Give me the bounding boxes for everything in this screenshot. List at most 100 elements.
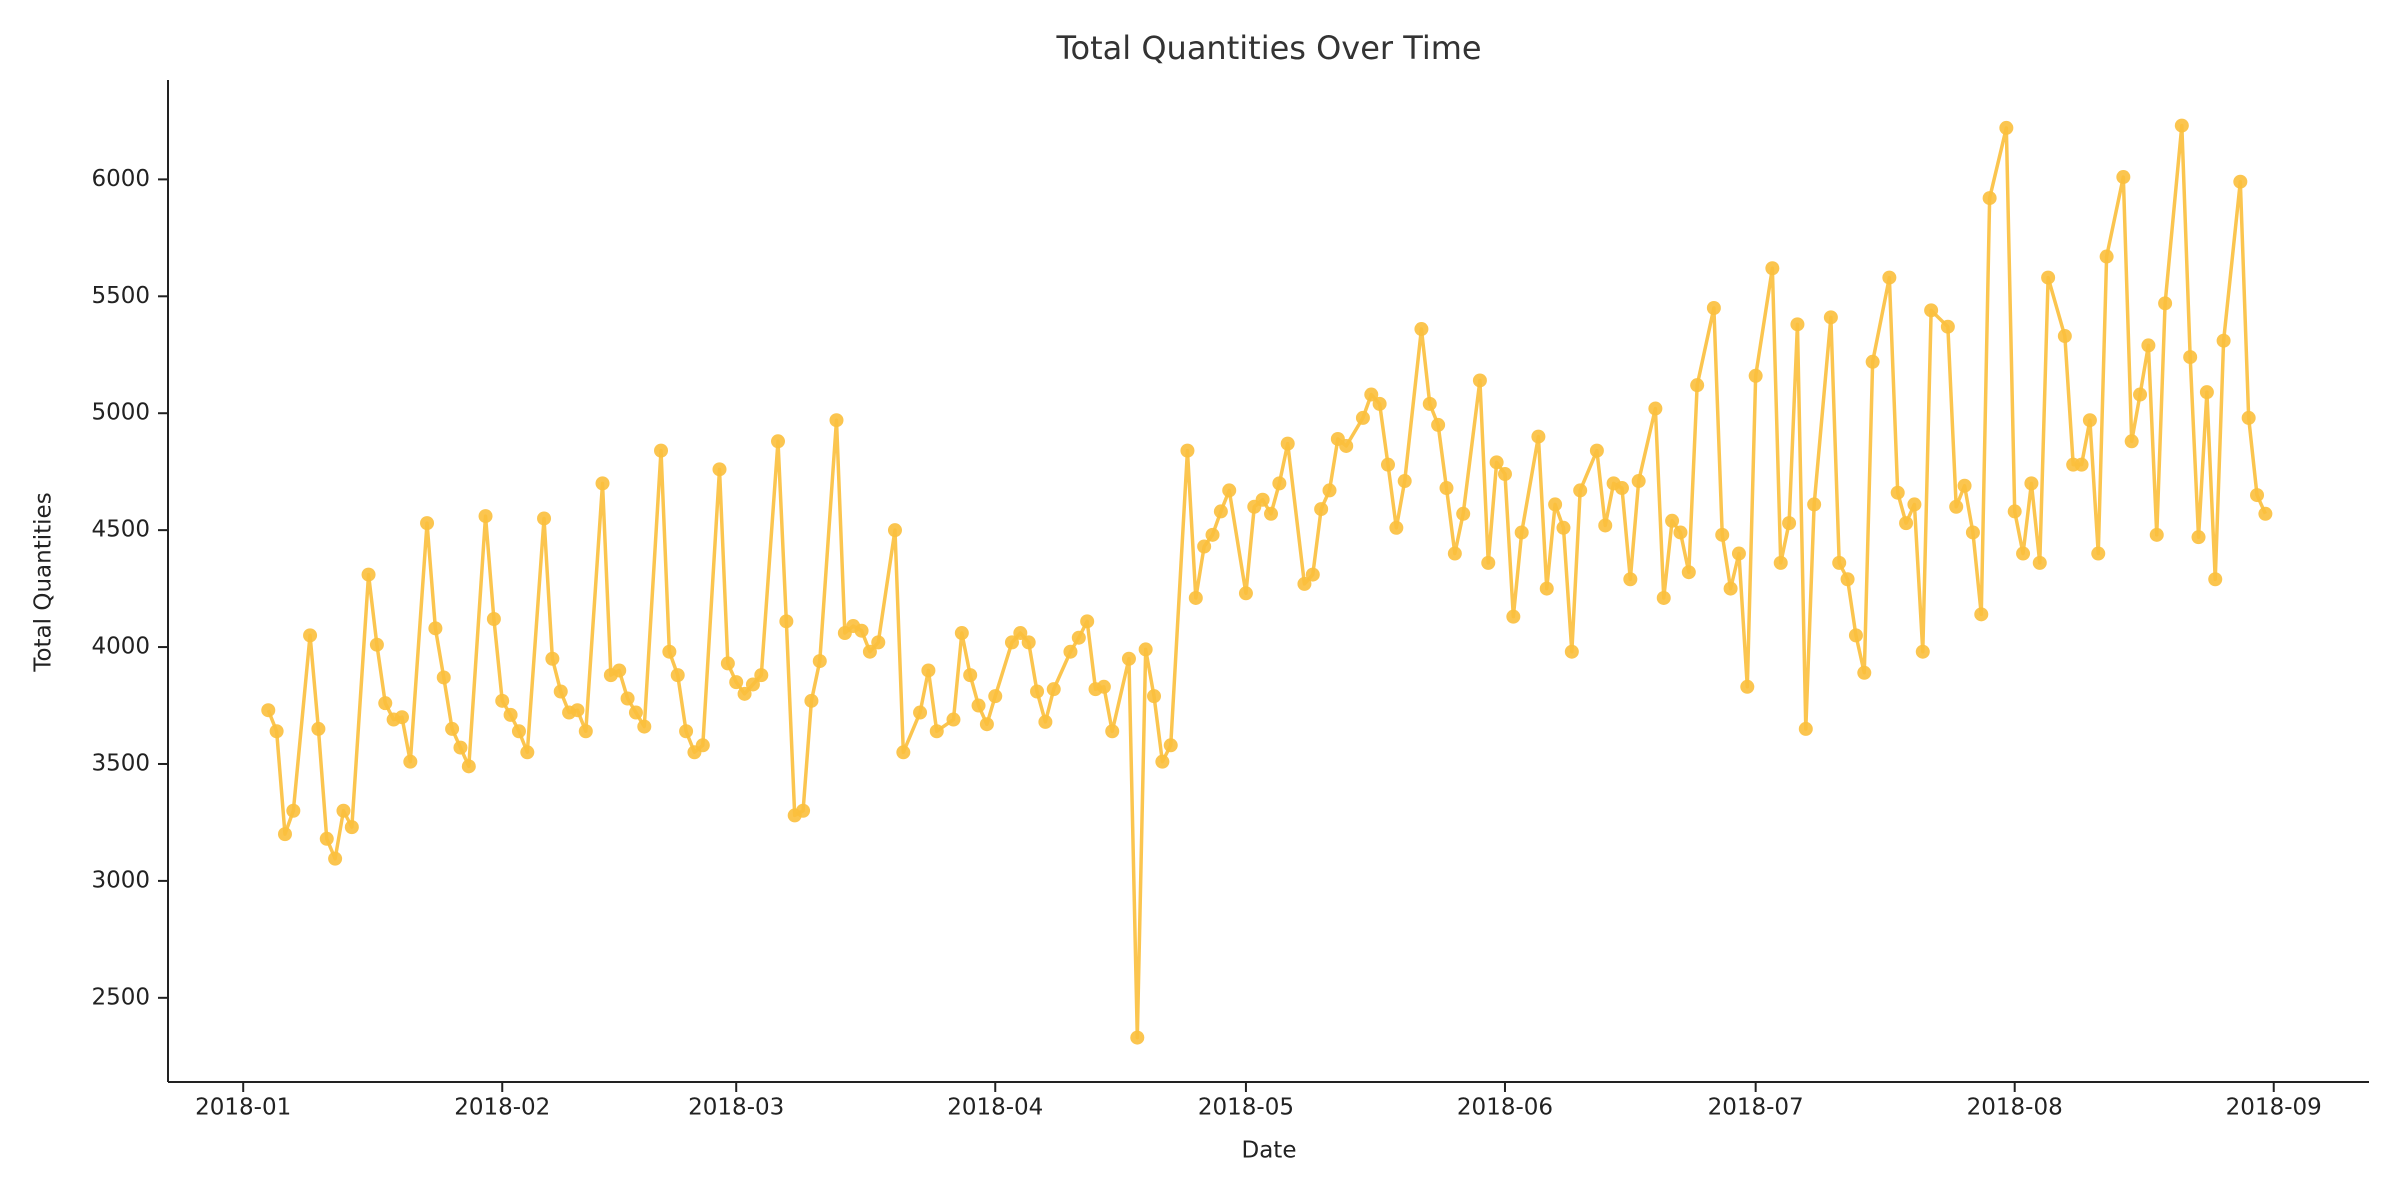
data-point	[1355, 410, 1370, 425]
data-point	[511, 724, 526, 739]
data-point	[1924, 303, 1939, 318]
data-point	[729, 675, 744, 690]
x-tick-label: 2018-09	[2226, 1095, 2322, 1121]
data-point	[1439, 481, 1454, 496]
data-point	[1063, 644, 1078, 659]
chart-title: Total Quantities Over Time	[1055, 29, 1481, 67]
data-point	[1021, 635, 1036, 650]
data-point	[2149, 527, 2164, 542]
data-point	[1339, 438, 1354, 453]
data-point	[1798, 721, 1813, 736]
data-point	[1004, 635, 1019, 650]
data-point	[2141, 338, 2156, 353]
data-point	[2091, 546, 2106, 561]
data-point	[2258, 506, 2273, 521]
data-point	[1213, 504, 1228, 519]
x-tick-label: 2018-02	[454, 1095, 550, 1121]
data-point	[1222, 483, 1237, 498]
data-point	[1255, 492, 1270, 507]
data-point	[369, 637, 384, 652]
data-point	[1147, 689, 1162, 704]
y-tick-label: 5500	[91, 283, 150, 309]
data-point	[1130, 1030, 1145, 1045]
data-point	[1380, 457, 1395, 472]
data-point	[319, 831, 334, 846]
data-point	[303, 628, 318, 643]
data-point	[2250, 488, 2265, 503]
data-point	[2241, 410, 2256, 425]
data-point	[963, 668, 978, 683]
data-point	[1673, 525, 1688, 540]
data-point	[913, 705, 928, 720]
data-point	[2208, 572, 2223, 587]
data-point	[1723, 581, 1738, 596]
data-point	[428, 621, 443, 636]
x-tick-label: 2018-03	[688, 1095, 784, 1121]
data-point	[1205, 527, 1220, 542]
data-point	[695, 738, 710, 753]
data-point	[478, 509, 493, 524]
y-tick-label: 6000	[91, 166, 150, 192]
data-point	[1121, 651, 1136, 666]
data-point	[1598, 518, 1613, 533]
data-point	[1180, 443, 1195, 458]
data-point	[2133, 387, 2148, 402]
data-point	[2024, 476, 2039, 491]
data-point	[1899, 516, 1914, 531]
data-point	[1715, 527, 1730, 542]
data-point	[2158, 296, 2173, 311]
data-point	[712, 462, 727, 477]
data-point	[1807, 497, 1822, 512]
data-point	[261, 703, 276, 718]
data-point	[1556, 520, 1571, 535]
data-point	[1848, 628, 1863, 643]
data-point	[436, 670, 451, 685]
data-point	[1531, 429, 1546, 444]
x-axis-label: Date	[1242, 1138, 1297, 1164]
data-point	[486, 611, 501, 626]
y-axis-label: Total Quantities	[31, 492, 57, 672]
data-point	[946, 712, 961, 727]
data-point	[2233, 174, 2248, 189]
x-tick-label: 2018-05	[1198, 1095, 1294, 1121]
data-point	[871, 635, 886, 650]
data-point	[2016, 546, 2031, 561]
data-point	[277, 827, 292, 842]
y-tick-label: 3500	[91, 750, 150, 776]
data-point	[445, 721, 460, 736]
data-point	[1982, 191, 1997, 206]
data-point	[1882, 270, 1897, 285]
data-point	[1372, 396, 1387, 411]
data-point	[979, 717, 994, 732]
data-point	[1497, 467, 1512, 482]
data-point	[770, 434, 785, 449]
data-point	[2174, 118, 2189, 133]
data-point	[679, 724, 694, 739]
data-point	[453, 740, 468, 755]
data-point	[1297, 576, 1312, 591]
data-point	[344, 820, 359, 835]
data-point	[1389, 520, 1404, 535]
data-point	[896, 745, 911, 760]
data-point	[1832, 555, 1847, 570]
data-point	[1773, 555, 1788, 570]
data-point	[1623, 572, 1638, 587]
data-point	[1506, 609, 1521, 624]
data-point	[1030, 684, 1045, 699]
data-point	[1314, 502, 1329, 517]
data-point	[1138, 642, 1153, 657]
data-point	[620, 691, 635, 706]
data-point	[1840, 572, 1855, 587]
data-point	[2082, 413, 2097, 428]
data-point	[1690, 378, 1705, 393]
data-point	[595, 476, 610, 491]
data-point	[578, 724, 593, 739]
data-point	[1514, 525, 1529, 540]
data-point	[269, 724, 284, 739]
data-point	[829, 413, 844, 428]
data-point	[796, 803, 811, 818]
data-point	[1322, 483, 1337, 498]
data-point	[2216, 333, 2231, 348]
data-point	[1949, 499, 1964, 514]
